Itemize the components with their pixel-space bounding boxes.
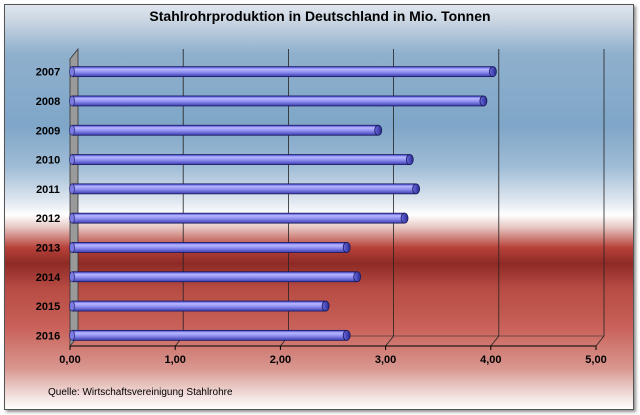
bar-end-cap — [489, 66, 497, 78]
bar — [71, 300, 327, 312]
source-note: Quelle: Wirtschaftsvereinigung Stahlrohr… — [48, 387, 233, 398]
bar-end-cap — [374, 124, 383, 136]
bar-start-cap — [69, 212, 75, 224]
y-tick-label: 2007 — [36, 67, 60, 79]
y-tick-label: 2013 — [36, 242, 60, 254]
x-tick-label: 3,00 — [375, 354, 396, 366]
x-tick-label: 1,00 — [164, 354, 185, 366]
bar — [71, 329, 348, 341]
y-tick-label: 2014 — [36, 272, 61, 284]
bar — [71, 124, 379, 136]
bar — [71, 242, 348, 253]
chart-title: Stahlrohrproduktion in Deutschland in Mi… — [149, 8, 491, 24]
bars — [69, 66, 497, 341]
bar-end-cap — [342, 329, 351, 341]
bar-end-cap — [405, 154, 414, 165]
bar-start-cap — [69, 66, 75, 77]
y-tick-label: 2009 — [36, 125, 60, 137]
y-tick-label: 2010 — [36, 155, 60, 167]
bar — [71, 271, 358, 283]
bar-start-cap — [69, 154, 75, 165]
x-tick-label: 4,00 — [480, 354, 501, 366]
y-tick-label: 2012 — [36, 213, 60, 225]
bar — [71, 212, 405, 224]
grid-floor-line — [490, 335, 500, 347]
y-tick-label: 2016 — [36, 330, 60, 342]
y-tick-label: 2011 — [36, 184, 60, 196]
tick-labels: 0,00 1,00 2,00 3,00 4,00 5,00 2007 2008 2009 2010… — [36, 67, 607, 366]
bar-start-cap — [69, 242, 75, 253]
y-tick-label: 2008 — [36, 96, 60, 108]
x-tick-label: 5,00 — [585, 354, 606, 366]
bar-start-cap — [69, 95, 75, 107]
y-tick-label: 2015 — [36, 301, 60, 313]
x-tick-label: 2,00 — [270, 354, 291, 366]
grid-floor-line — [595, 335, 605, 347]
bar-end-cap — [400, 212, 409, 224]
bar-end-cap — [342, 242, 351, 253]
bar-start-cap — [69, 300, 75, 312]
bar-end-cap — [321, 300, 330, 312]
bar — [71, 66, 494, 78]
bar-start-cap — [69, 330, 75, 341]
grid-floor-line — [385, 335, 394, 347]
bar-start-cap — [69, 183, 75, 195]
bar-end-cap — [412, 183, 421, 195]
bar — [71, 154, 411, 165]
bar-start-cap — [69, 124, 75, 136]
bar-end-cap — [479, 95, 488, 107]
bar-end-cap — [353, 271, 362, 283]
bar — [71, 183, 417, 195]
bar-start-cap — [69, 271, 75, 283]
x-tick-label: 0,00 — [59, 354, 80, 366]
bar — [71, 95, 484, 107]
